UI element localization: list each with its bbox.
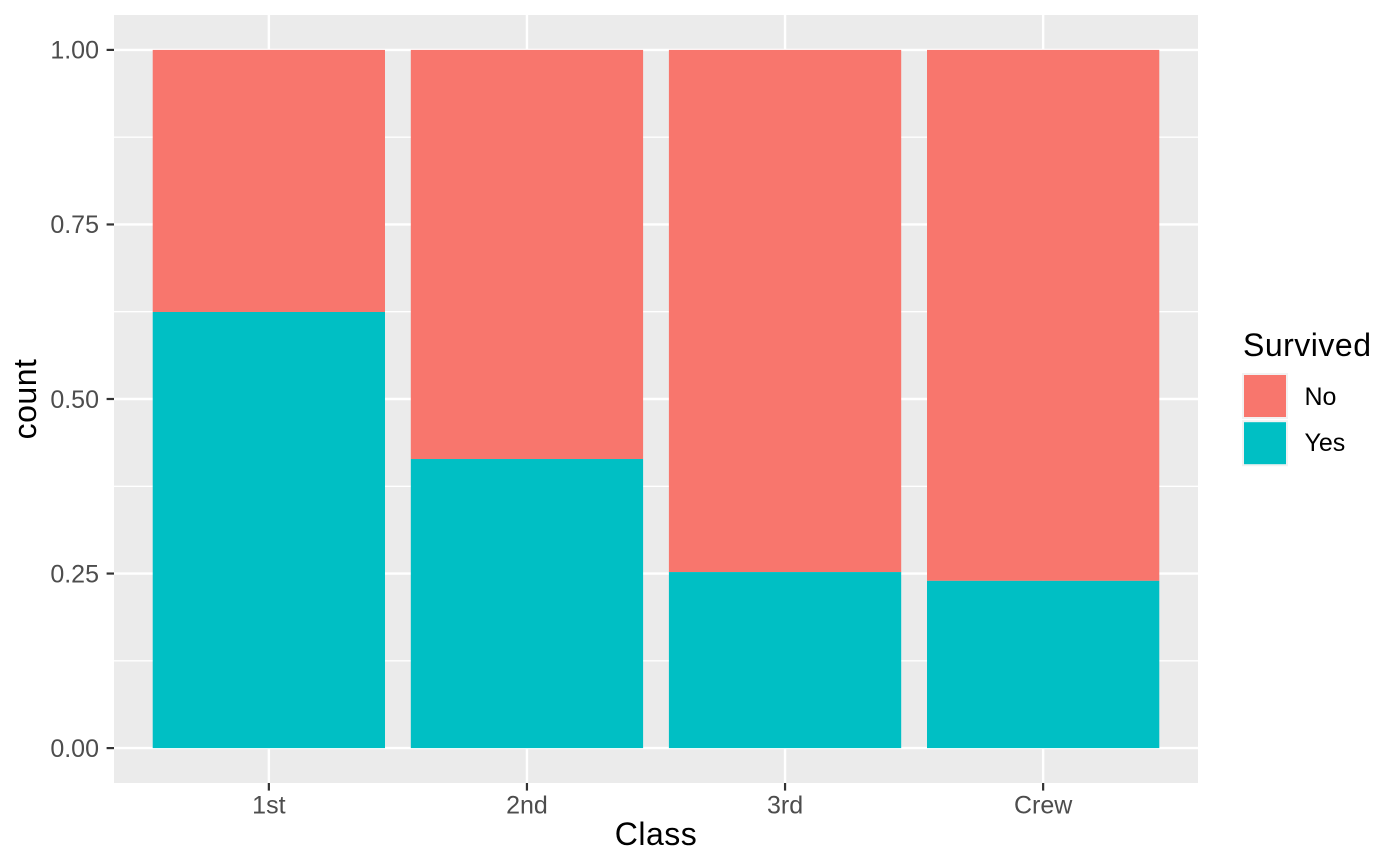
svg-text:Crew: Crew [1014, 792, 1073, 820]
svg-text:count: count [7, 359, 43, 440]
svg-text:0.75: 0.75 [50, 211, 99, 239]
svg-text:2nd: 2nd [506, 792, 548, 820]
svg-text:0.00: 0.00 [50, 735, 99, 763]
svg-text:3rd: 3rd [767, 792, 803, 820]
svg-text:No: No [1305, 383, 1337, 411]
svg-text:Yes: Yes [1305, 429, 1346, 457]
svg-text:1st: 1st [252, 792, 285, 820]
svg-text:Survived: Survived [1243, 327, 1372, 363]
svg-text:Class: Class [615, 816, 698, 852]
svg-text:1.00: 1.00 [50, 37, 99, 65]
svg-text:0.50: 0.50 [50, 386, 99, 414]
svg-text:0.25: 0.25 [50, 560, 99, 588]
